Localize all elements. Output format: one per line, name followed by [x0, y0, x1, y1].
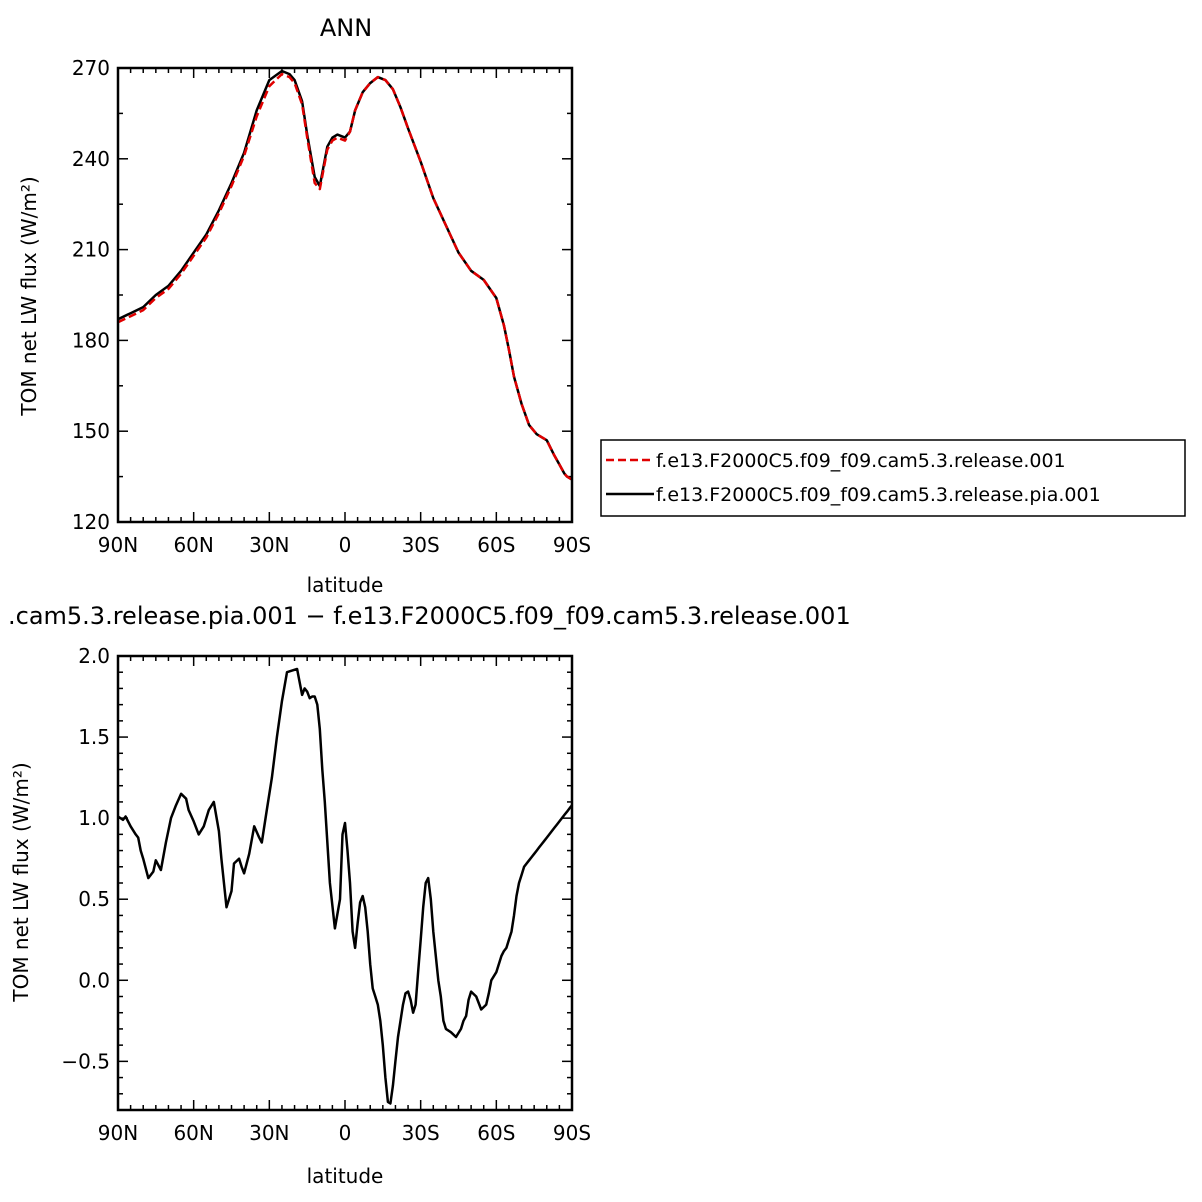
top-panel: ANN TOM net LW flux (W/m²) latitude 90N 6… — [17, 14, 591, 597]
bottom-y-tick-label: 1.0 — [78, 806, 110, 830]
bottom-x-tick-label: 30N — [249, 1121, 289, 1145]
top-series-line-1 — [117, 72, 573, 481]
bottom-x-tick-label: 0 — [339, 1121, 352, 1145]
bottom-y-tick-label: 0.0 — [78, 968, 110, 992]
bottom-plot-frame — [116, 654, 574, 1112]
bottom-x-tick-label: 60S — [477, 1121, 515, 1145]
top-x-tick-label: 30N — [249, 533, 289, 557]
top-x-tick-label: 90N — [98, 533, 138, 557]
bottom-y-tick-label: −0.5 — [61, 1049, 110, 1073]
bottom-y-tick-label: 1.5 — [78, 725, 110, 749]
bottom-x-tick-label: 60N — [173, 1121, 213, 1145]
top-x-tick-label: 60S — [477, 533, 515, 557]
top-series-line-2 — [117, 69, 573, 481]
bottom-x-tick-label: 90N — [98, 1121, 138, 1145]
top-x-axis-label: latitude — [307, 573, 384, 597]
top-y-tick-label: 180 — [72, 328, 110, 352]
bottom-x-tick-label: 30S — [402, 1121, 440, 1145]
top-x-tick-label: 0 — [339, 533, 352, 557]
top-y-tick-label: 120 — [72, 510, 110, 534]
bottom-y-tick-label: 0.5 — [78, 887, 110, 911]
top-y-axis-label: TOM net LW flux (W/m²) — [17, 176, 41, 416]
bottom-ticks: 90N 60N 30N 0 30S 60S 90S −0.5 0.0 0.5 1.0 1.5 2.0 — [61, 644, 591, 1145]
top-plot-frame — [116, 66, 574, 524]
top-y-tick-label: 270 — [72, 56, 110, 80]
bottom-y-axis-label: TOM net LW flux (W/m²) — [9, 762, 33, 1002]
top-y-tick-label: 150 — [72, 419, 110, 443]
bottom-series-line-1 — [117, 667, 573, 1105]
top-x-tick-label: 90S — [553, 533, 591, 557]
top-ticks: 90N 60N 30N 0 30S 60S 90S 120 150 180 210 240 270 — [72, 56, 591, 557]
bottom-panel: .cam5.3.release.pia.001 − f.e13.F2000C5.… — [8, 602, 851, 1188]
bottom-y-tick-label: 2.0 — [78, 644, 110, 668]
top-y-tick-label: 210 — [72, 238, 110, 262]
legend-label-series-2: f.e13.F2000C5.f09_f09.cam5.3.release.pia… — [656, 484, 1101, 506]
legend-box — [600, 439, 1186, 517]
top-title: ANN — [320, 14, 372, 42]
bottom-series — [117, 667, 573, 1105]
top-x-tick-label: 30S — [402, 533, 440, 557]
bottom-title: .cam5.3.release.pia.001 − f.e13.F2000C5.… — [8, 602, 851, 630]
top-y-tick-label: 240 — [72, 147, 110, 171]
top-x-tick-label: 60N — [173, 533, 213, 557]
legend-label-series-1: f.e13.F2000C5.f09_f09.cam5.3.release.001 — [656, 450, 1066, 472]
legend: f.e13.F2000C5.f09_f09.cam5.3.release.001… — [600, 439, 1186, 517]
bottom-x-tick-label: 90S — [553, 1121, 591, 1145]
bottom-x-axis-label: latitude — [307, 1164, 384, 1188]
top-series — [117, 69, 573, 481]
